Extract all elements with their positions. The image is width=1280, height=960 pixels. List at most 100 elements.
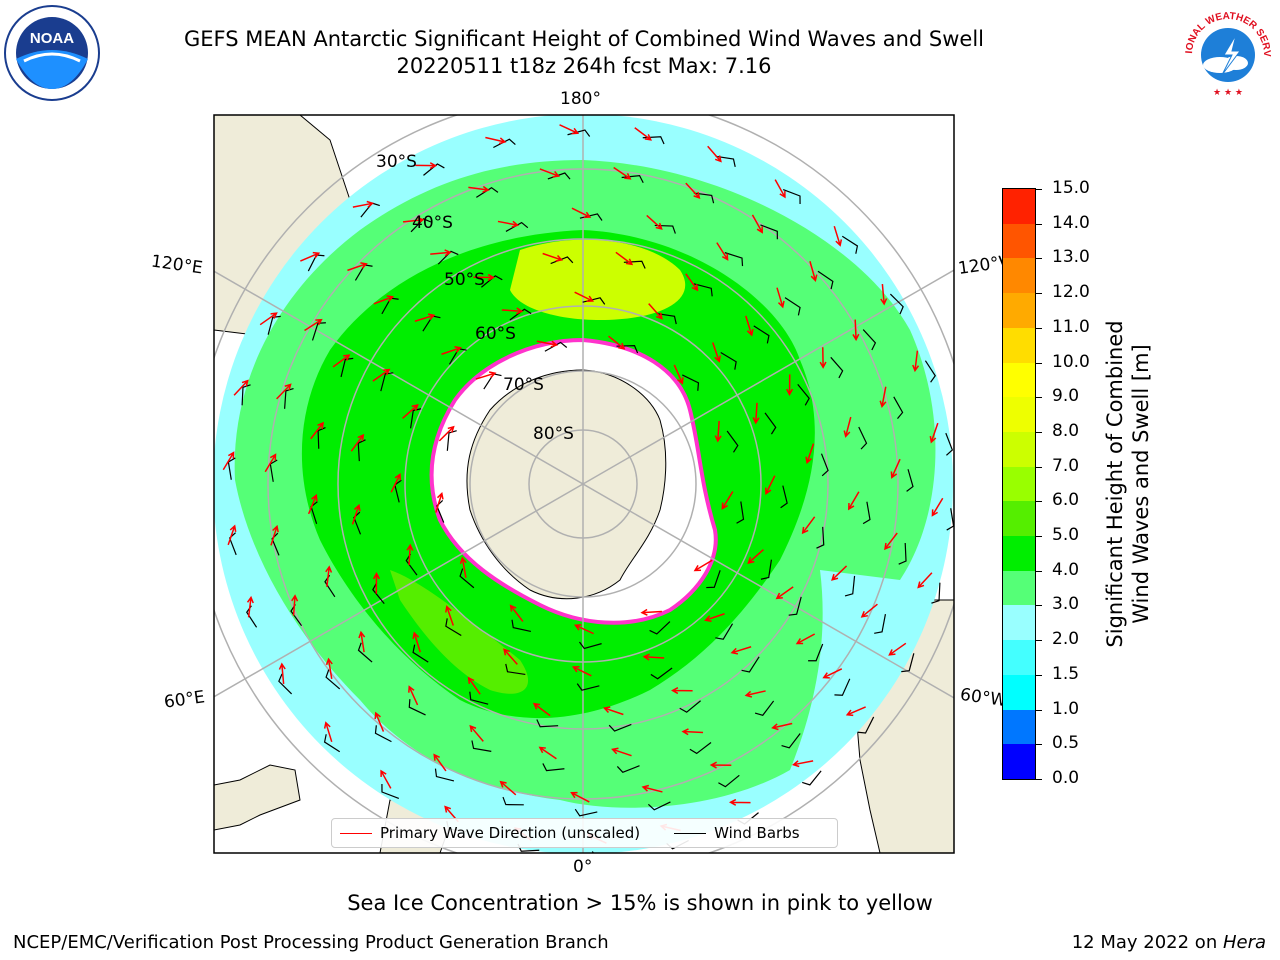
noaa-logo-icon: NOAA [4, 5, 100, 101]
wave-arrow [412, 631, 421, 653]
antarctica-land [466, 369, 667, 600]
wind-barb [493, 138, 516, 149]
colorbar-tick [1036, 362, 1042, 364]
wind-barb [693, 283, 713, 297]
wave-arrow [372, 572, 380, 594]
wave-arrow [764, 475, 776, 496]
wave-arrow [276, 383, 292, 400]
wave-arrow [888, 642, 907, 656]
wind-barb [693, 192, 715, 204]
colorbar-tick [1036, 258, 1042, 260]
wind-barb [271, 532, 280, 556]
wave-arrow [227, 524, 237, 546]
wave-band-peak-2 [390, 570, 529, 694]
colorbar-segment [1003, 570, 1035, 606]
wave-arrow [233, 379, 249, 396]
wave-arrow [685, 182, 701, 199]
wave-arrow [833, 225, 843, 247]
colorbar-tick [1036, 779, 1042, 780]
colorbar-segment [1003, 362, 1035, 398]
wave-arrow [671, 687, 693, 695]
wave-arrow [917, 572, 933, 589]
wind-barb [311, 322, 326, 341]
wave-arrow [304, 318, 323, 332]
wind-barb [706, 570, 721, 589]
wave-arrow [880, 284, 888, 306]
wind-barb [267, 315, 281, 335]
wind-barb [718, 774, 740, 788]
colorbar-tick-label: 0.0 [1052, 768, 1080, 788]
wave-arrow [325, 565, 333, 587]
wind-barb [649, 621, 671, 635]
wave-arrow [497, 220, 520, 228]
wave-arrow [433, 753, 447, 772]
wave-arrow [819, 347, 827, 369]
wave-arrow [693, 559, 713, 572]
lon-label-0: 0° [573, 857, 593, 877]
wave-arrow [648, 303, 663, 320]
wind-barb [679, 700, 701, 713]
wind-barb [241, 384, 251, 406]
lat-label-40s: 40°S [412, 213, 453, 233]
wave-arrow [415, 162, 438, 170]
colorbar-segment [1003, 501, 1035, 537]
wave-arrow [752, 402, 760, 425]
colorbar-tick-label: 6.0 [1052, 490, 1080, 511]
wind-barb [858, 426, 868, 450]
colorbar-tick [1036, 466, 1042, 468]
wave-arrow [613, 166, 632, 180]
wave-direction-arrows [222, 124, 944, 844]
wave-arrow [503, 648, 518, 665]
wind-barb [893, 396, 904, 420]
wind-barb [945, 432, 954, 456]
wave-arrow [574, 291, 595, 303]
wind-barb [820, 453, 829, 477]
wave-arrow [350, 433, 365, 452]
wind-barb [412, 644, 429, 663]
colorbar-segment [1003, 293, 1035, 328]
wind-barb [816, 526, 825, 549]
wave-arrow [402, 404, 419, 419]
wind-barb [764, 412, 777, 435]
wave-arrow [532, 702, 551, 717]
colorbar-tick [1036, 744, 1042, 746]
wind-barb-legend-label: Wind Barbs [714, 824, 800, 842]
wave-arrow [499, 780, 517, 796]
wind-barb [437, 250, 459, 265]
wave-arrow [640, 608, 662, 616]
wind-barb [409, 408, 422, 429]
wind-barb [476, 186, 499, 198]
wave-band-peak [510, 239, 686, 320]
wind-barb [410, 218, 432, 233]
colorbar-tick-label: 4.0 [1052, 559, 1080, 580]
wave-arrow [747, 549, 764, 564]
colorbar-segment [1003, 640, 1035, 675]
wave-arrow [712, 342, 721, 363]
wind-barb [381, 784, 400, 799]
wind-barb [505, 663, 526, 676]
wind-barb [931, 582, 941, 604]
wave-arrow [912, 350, 920, 373]
colorbar-tick-label: 0.5 [1052, 733, 1080, 754]
wind-barb [862, 501, 871, 525]
wave-arrow [408, 685, 419, 706]
lat-label-70s: 70°S [503, 375, 544, 395]
wind-barb [901, 653, 915, 673]
wind-barb [715, 155, 736, 167]
colorbar-tick [1036, 397, 1042, 399]
wave-arrow [414, 313, 436, 322]
wave-arrow [352, 200, 375, 208]
wind-barb [874, 614, 887, 634]
sea-ice-note: Sea Ice Concentration > 15% is shown in … [347, 891, 933, 915]
wind-barb [423, 163, 445, 176]
colorbar-tick [1036, 640, 1042, 642]
wind-barb [647, 801, 671, 811]
wave-arrow [716, 242, 729, 261]
wave-arrow [848, 491, 860, 511]
wave-arrow [890, 458, 901, 479]
wind-barb [788, 596, 802, 616]
colorbar-tick-label: 1.0 [1052, 698, 1080, 719]
wind-barb [374, 725, 392, 743]
producer-credit: NCEP/EMC/Verification Post Processing Pr… [13, 932, 609, 953]
wave-arrow [571, 665, 592, 677]
